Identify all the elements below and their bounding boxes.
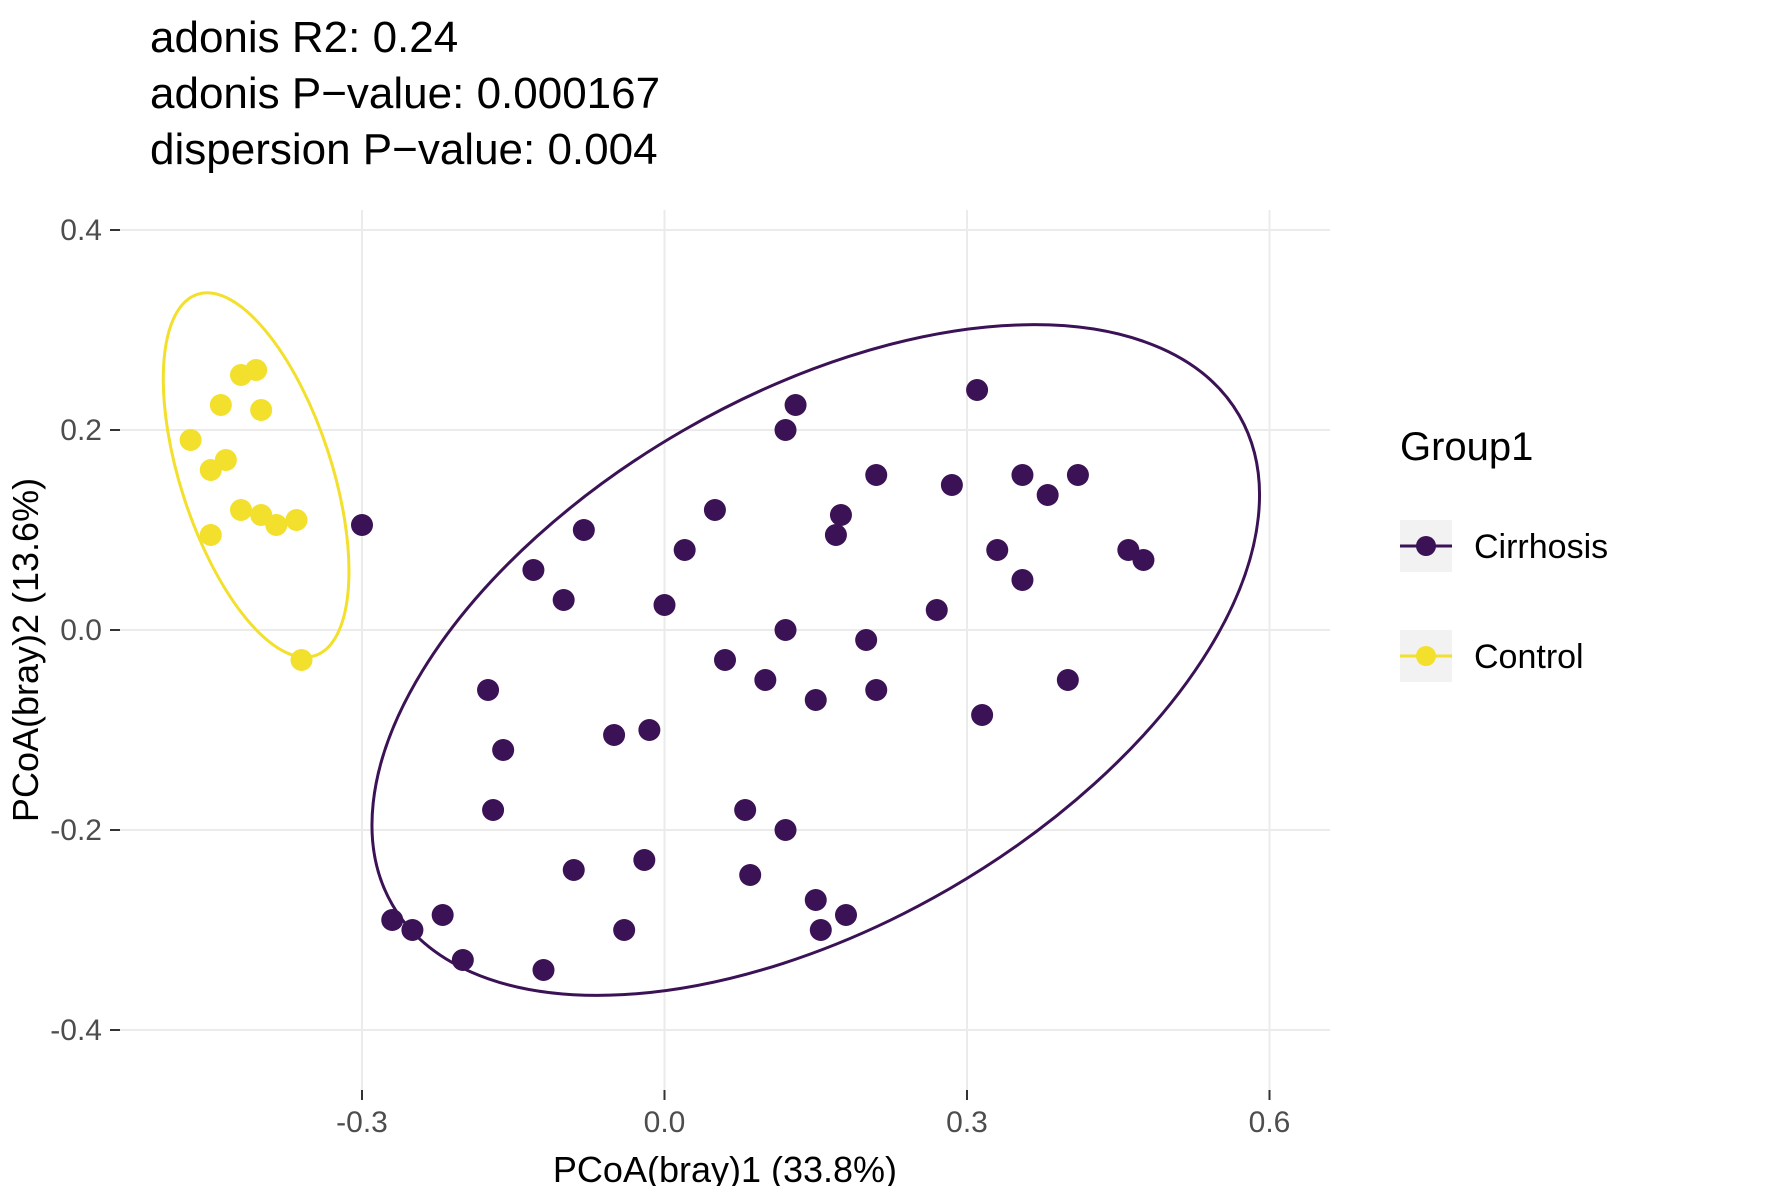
point-cirrhosis	[775, 619, 797, 641]
point-cirrhosis	[754, 669, 776, 691]
point-cirrhosis	[553, 589, 575, 611]
legend-title: Group1	[1400, 425, 1533, 469]
point-cirrhosis	[966, 379, 988, 401]
point-cirrhosis	[810, 919, 832, 941]
point-cirrhosis	[1057, 669, 1079, 691]
point-cirrhosis	[971, 704, 993, 726]
point-cirrhosis	[805, 889, 827, 911]
point-cirrhosis	[603, 724, 625, 746]
point-cirrhosis	[941, 474, 963, 496]
legend-item-label: Cirrhosis	[1474, 528, 1608, 566]
x-axis-label: PCoA(bray)1 (33.8%)	[553, 1149, 897, 1186]
point-cirrhosis	[775, 819, 797, 841]
point-cirrhosis	[704, 499, 726, 521]
point-control	[265, 514, 287, 536]
point-cirrhosis	[986, 539, 1008, 561]
point-cirrhosis	[563, 859, 585, 881]
point-cirrhosis	[734, 799, 756, 821]
point-cirrhosis	[573, 519, 595, 541]
point-control	[285, 509, 307, 531]
point-cirrhosis	[855, 629, 877, 651]
point-cirrhosis	[1037, 484, 1059, 506]
point-cirrhosis	[633, 849, 655, 871]
point-cirrhosis	[1132, 549, 1154, 571]
legend-item-label: Control	[1474, 638, 1584, 676]
point-cirrhosis	[1067, 464, 1089, 486]
legend-key-point	[1416, 646, 1436, 666]
point-cirrhosis	[477, 679, 499, 701]
point-cirrhosis	[381, 909, 403, 931]
y-axis-label: PCoA(bray)2 (13.6%)	[5, 478, 46, 822]
point-cirrhosis	[654, 594, 676, 616]
y-tick-label: 0.2	[60, 414, 102, 447]
point-cirrhosis	[492, 739, 514, 761]
point-control	[200, 524, 222, 546]
x-tick-label: 0.0	[644, 1106, 686, 1139]
point-cirrhosis	[865, 679, 887, 701]
point-cirrhosis	[865, 464, 887, 486]
point-cirrhosis	[351, 514, 373, 536]
y-tick-label: 0.0	[60, 614, 102, 647]
point-cirrhosis	[825, 524, 847, 546]
point-cirrhosis	[638, 719, 660, 741]
point-cirrhosis	[785, 394, 807, 416]
point-cirrhosis	[1011, 464, 1033, 486]
point-cirrhosis	[482, 799, 504, 821]
y-tick-label: -0.2	[50, 814, 102, 847]
x-tick-label: -0.3	[336, 1106, 388, 1139]
point-cirrhosis	[805, 689, 827, 711]
stat-line: adonis P−value: 0.000167	[150, 69, 660, 118]
point-control	[230, 499, 252, 521]
legend-key-point	[1416, 536, 1436, 556]
point-control	[180, 429, 202, 451]
point-cirrhosis	[835, 904, 857, 926]
x-tick-label: 0.3	[946, 1106, 988, 1139]
point-cirrhosis	[533, 959, 555, 981]
point-control	[245, 359, 267, 381]
point-cirrhosis	[613, 919, 635, 941]
point-cirrhosis	[432, 904, 454, 926]
stat-line: adonis R2: 0.24	[150, 13, 458, 62]
x-tick-label: 0.6	[1249, 1106, 1291, 1139]
point-cirrhosis	[452, 949, 474, 971]
point-control	[250, 399, 272, 421]
point-cirrhosis	[830, 504, 852, 526]
point-cirrhosis	[522, 559, 544, 581]
point-control	[200, 459, 222, 481]
y-tick-label: -0.4	[50, 1014, 102, 1047]
point-cirrhosis	[401, 919, 423, 941]
y-tick-label: 0.4	[60, 214, 102, 247]
point-cirrhosis	[739, 864, 761, 886]
point-cirrhosis	[714, 649, 736, 671]
stat-line: dispersion P−value: 0.004	[150, 125, 658, 174]
point-control	[210, 394, 232, 416]
point-cirrhosis	[775, 419, 797, 441]
point-control	[291, 649, 313, 671]
point-cirrhosis	[674, 539, 696, 561]
point-cirrhosis	[1011, 569, 1033, 591]
point-cirrhosis	[926, 599, 948, 621]
